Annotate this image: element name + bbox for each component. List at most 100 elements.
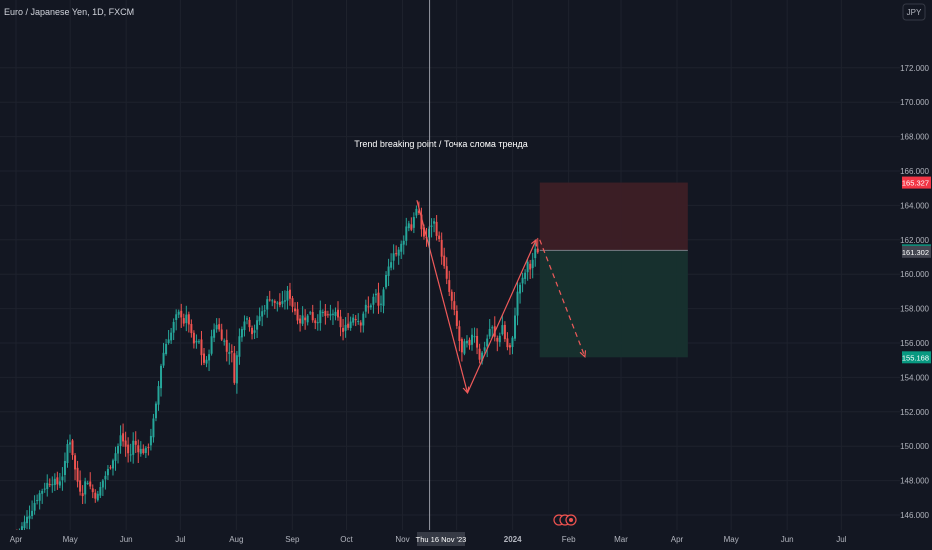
candle-body bbox=[415, 208, 418, 216]
candle-body bbox=[197, 341, 200, 343]
price-axis[interactable] bbox=[900, 0, 932, 530]
time-tick-label: Apr bbox=[10, 535, 23, 544]
candle-body bbox=[278, 301, 281, 306]
candle-body bbox=[471, 334, 474, 345]
currency-button[interactable]: JPY bbox=[902, 3, 926, 21]
price-series bbox=[15, 201, 539, 542]
trend-annotation[interactable]: Trend breaking point / Точка слома тренд… bbox=[354, 139, 528, 149]
up-arrow-line[interactable] bbox=[466, 240, 537, 394]
price-tick-label: 168.000 bbox=[900, 133, 929, 142]
price-axis-labels: 146.000 148.000 150.000 152.000 154.000 156.0… bbox=[900, 64, 929, 520]
candle-body bbox=[382, 289, 385, 306]
candle-body bbox=[491, 327, 494, 329]
price-tick-label: 146.000 bbox=[900, 511, 929, 520]
candle-body bbox=[238, 336, 241, 357]
candle-body bbox=[440, 239, 443, 257]
stop-loss-zone[interactable] bbox=[539, 182, 688, 251]
down-arrow-line[interactable] bbox=[416, 200, 468, 393]
price-tag-stop: 165.327 bbox=[902, 176, 931, 189]
candle-body bbox=[114, 453, 117, 461]
candle-body bbox=[524, 272, 527, 279]
candle-body bbox=[89, 481, 92, 487]
price-tick-label: 172.000 bbox=[900, 64, 929, 73]
candle-body bbox=[84, 481, 87, 495]
candle-body bbox=[501, 325, 504, 335]
candle-body bbox=[455, 310, 458, 326]
candle-body bbox=[228, 352, 231, 354]
short-position-tool[interactable] bbox=[539, 182, 688, 358]
candle-body bbox=[26, 516, 29, 524]
candle-body bbox=[68, 442, 71, 445]
candle-body bbox=[101, 480, 104, 488]
trend-drawing[interactable] bbox=[416, 200, 585, 394]
candle-body bbox=[79, 480, 82, 492]
candle-body bbox=[162, 352, 165, 366]
candle-body bbox=[233, 353, 236, 383]
candle-body bbox=[175, 314, 178, 321]
price-tick-label: 154.000 bbox=[900, 373, 929, 382]
candle-body bbox=[458, 326, 461, 341]
candle-body bbox=[306, 315, 309, 323]
candle-body bbox=[190, 323, 193, 334]
candle-body bbox=[195, 340, 198, 343]
candle-body bbox=[154, 403, 157, 419]
events-icon[interactable] bbox=[553, 514, 577, 526]
candle-body bbox=[311, 312, 314, 321]
candle-body bbox=[28, 515, 31, 519]
candle-body bbox=[460, 339, 463, 353]
candle-body bbox=[364, 304, 367, 312]
candle-body bbox=[205, 359, 208, 364]
price-tick-label: 148.000 bbox=[900, 477, 929, 486]
take-profit-zone[interactable] bbox=[539, 250, 688, 358]
candle-body bbox=[428, 228, 431, 238]
candle-body bbox=[200, 339, 203, 356]
candle-body bbox=[203, 353, 206, 363]
candle-body bbox=[167, 339, 170, 344]
candle-body bbox=[46, 482, 49, 490]
candle-body bbox=[248, 319, 251, 328]
candle-body bbox=[407, 223, 410, 229]
time-tick-label: May bbox=[63, 535, 78, 544]
candle-body bbox=[266, 299, 269, 310]
projection-arrow-line[interactable] bbox=[539, 239, 585, 357]
candle-body bbox=[392, 253, 395, 261]
candle-body bbox=[48, 484, 51, 486]
candle-body bbox=[187, 314, 190, 325]
candle-body bbox=[321, 312, 324, 314]
candle-body bbox=[387, 266, 390, 276]
candle-body bbox=[51, 484, 54, 486]
candle-body bbox=[96, 493, 99, 501]
candle-body bbox=[417, 210, 420, 213]
candle-body bbox=[400, 243, 403, 252]
candle-body bbox=[478, 348, 481, 360]
candle-body bbox=[104, 475, 107, 480]
candle-body bbox=[481, 352, 484, 362]
candle-body bbox=[33, 502, 36, 511]
candle-body bbox=[281, 301, 284, 304]
candle-body bbox=[180, 310, 183, 318]
candle-body bbox=[53, 478, 56, 485]
candle-body bbox=[230, 351, 233, 353]
candle-body bbox=[86, 482, 89, 484]
candle-body bbox=[286, 290, 289, 301]
candle-body bbox=[309, 312, 312, 314]
candle-body bbox=[422, 227, 425, 237]
candle-body bbox=[61, 476, 64, 481]
candle-body bbox=[291, 298, 294, 307]
candle-body bbox=[465, 340, 468, 344]
time-tick-label: Oct bbox=[340, 535, 353, 544]
candle-body bbox=[256, 320, 259, 330]
candle-body bbox=[430, 225, 433, 227]
candle-body bbox=[326, 314, 329, 316]
candle-body bbox=[38, 493, 41, 501]
candle-body bbox=[225, 339, 228, 352]
chart-title: Euro / Japanese Yen, 1D, FXCM bbox=[4, 7, 134, 17]
candle-body bbox=[304, 317, 307, 321]
candle-body bbox=[534, 248, 537, 259]
time-axis[interactable] bbox=[0, 530, 932, 550]
candle-body bbox=[215, 324, 218, 330]
candle-body bbox=[147, 447, 150, 449]
